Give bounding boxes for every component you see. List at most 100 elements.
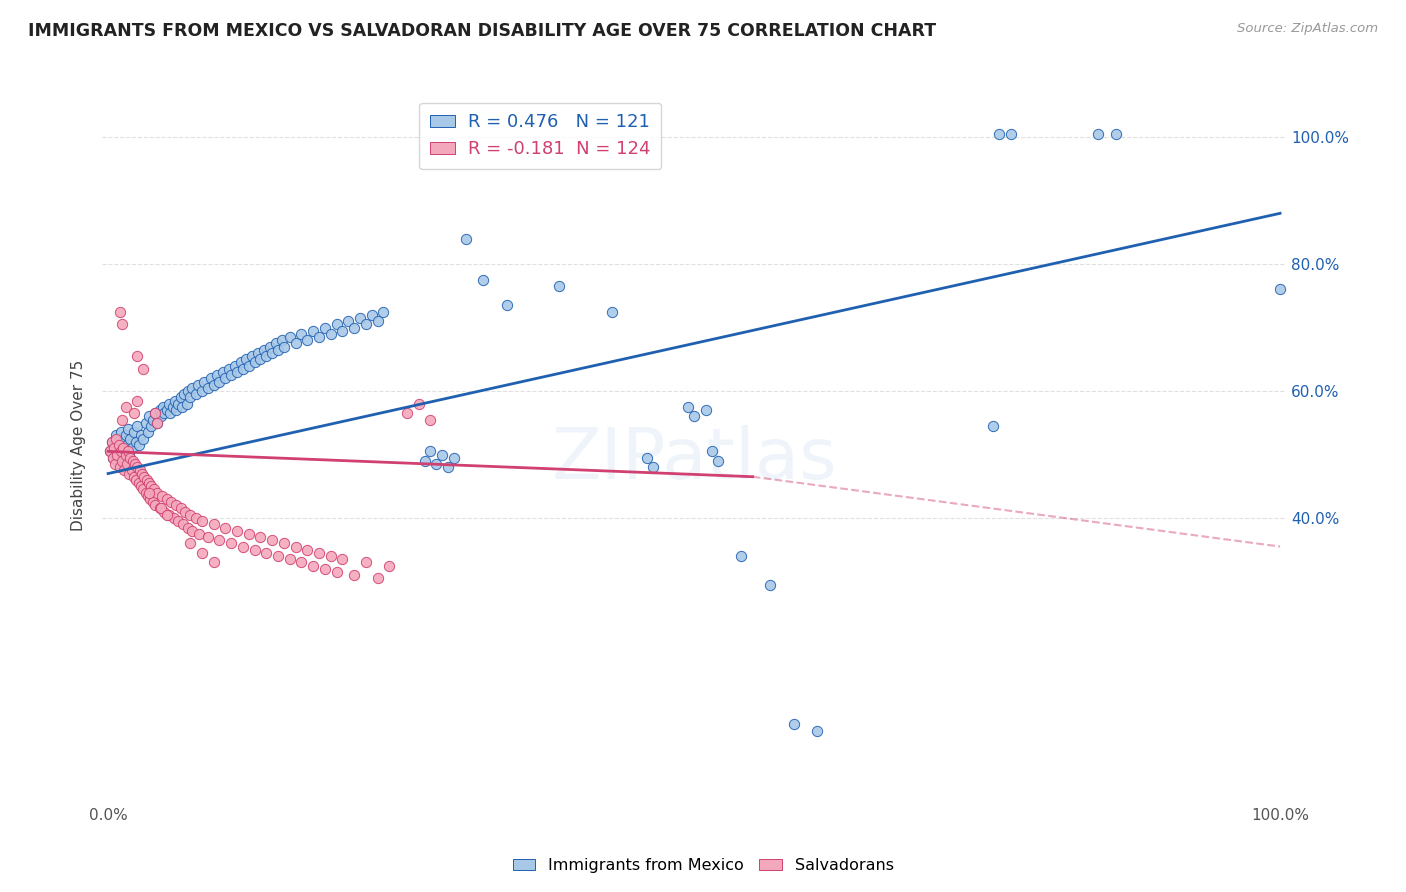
Point [395,406,418,420]
Point [191,384,214,398]
Point [226,365,249,379]
Point [191,546,214,560]
Point [177,520,200,534]
Point [430,448,453,462]
Point [325,318,347,332]
Point [143,406,166,420]
Point [136,425,159,440]
Point [128,463,150,477]
Point [125,434,148,449]
Point [115,438,138,452]
Point [136,489,159,503]
Point [121,441,143,455]
Point [108,304,131,318]
Point [1087,127,1109,141]
Point [243,542,266,557]
Point [783,717,806,731]
Point [202,517,225,532]
Point [131,467,153,481]
Point [188,526,211,541]
Point [290,556,312,570]
Point [308,546,330,560]
Point [100,444,122,458]
Point [730,549,752,563]
Point [143,498,166,512]
Point [114,428,136,442]
Point [806,723,828,738]
Point [1268,283,1291,297]
Point [314,562,336,576]
Point [177,384,200,398]
Point [437,460,460,475]
Point [141,419,163,434]
Point [149,501,172,516]
Point [219,536,242,550]
Point [208,375,231,389]
Point [153,505,176,519]
Point [142,412,165,426]
Point [170,501,193,516]
Point [174,505,197,519]
Point [104,448,127,462]
Point [202,556,225,570]
Point [127,419,149,434]
Point [105,428,128,442]
Point [254,349,277,363]
Point [238,359,260,373]
Point [273,536,295,550]
Point [167,514,190,528]
Point [122,469,145,483]
Point [297,542,319,557]
Point [152,400,174,414]
Point [173,387,195,401]
Point [349,311,371,326]
Text: Source: ZipAtlas.com: Source: ZipAtlas.com [1237,22,1378,36]
Point [135,485,157,500]
Point [325,565,347,579]
Point [121,463,143,477]
Point [262,346,284,360]
Point [193,375,215,389]
Point [249,352,271,367]
Point [676,400,699,414]
Point [267,549,290,563]
Point [117,422,139,436]
Point [114,463,136,477]
Point [132,432,155,446]
Point [127,460,149,475]
Point [284,336,307,351]
Point [197,530,219,544]
Point [135,416,157,430]
Point [146,485,169,500]
Point [149,409,172,424]
Point [101,450,124,465]
Point [235,352,257,367]
Point [179,508,201,522]
Point [548,279,571,293]
Point [172,517,194,532]
Point [337,314,360,328]
Point [156,508,179,522]
Point [184,387,207,401]
Point [120,450,142,465]
Point [214,520,236,534]
Point [157,508,180,522]
Point [187,377,209,392]
Point [127,349,149,363]
Point [332,552,354,566]
Point [259,340,281,354]
Point [162,400,184,414]
Point [454,232,477,246]
Point [157,397,180,411]
Point [308,330,330,344]
Point [146,416,169,430]
Point [132,361,155,376]
Point [112,434,135,449]
Point [314,320,336,334]
Point [197,381,219,395]
Point [232,361,254,376]
Point [683,409,706,424]
Point [218,361,240,376]
Point [176,397,198,411]
Point [202,377,225,392]
